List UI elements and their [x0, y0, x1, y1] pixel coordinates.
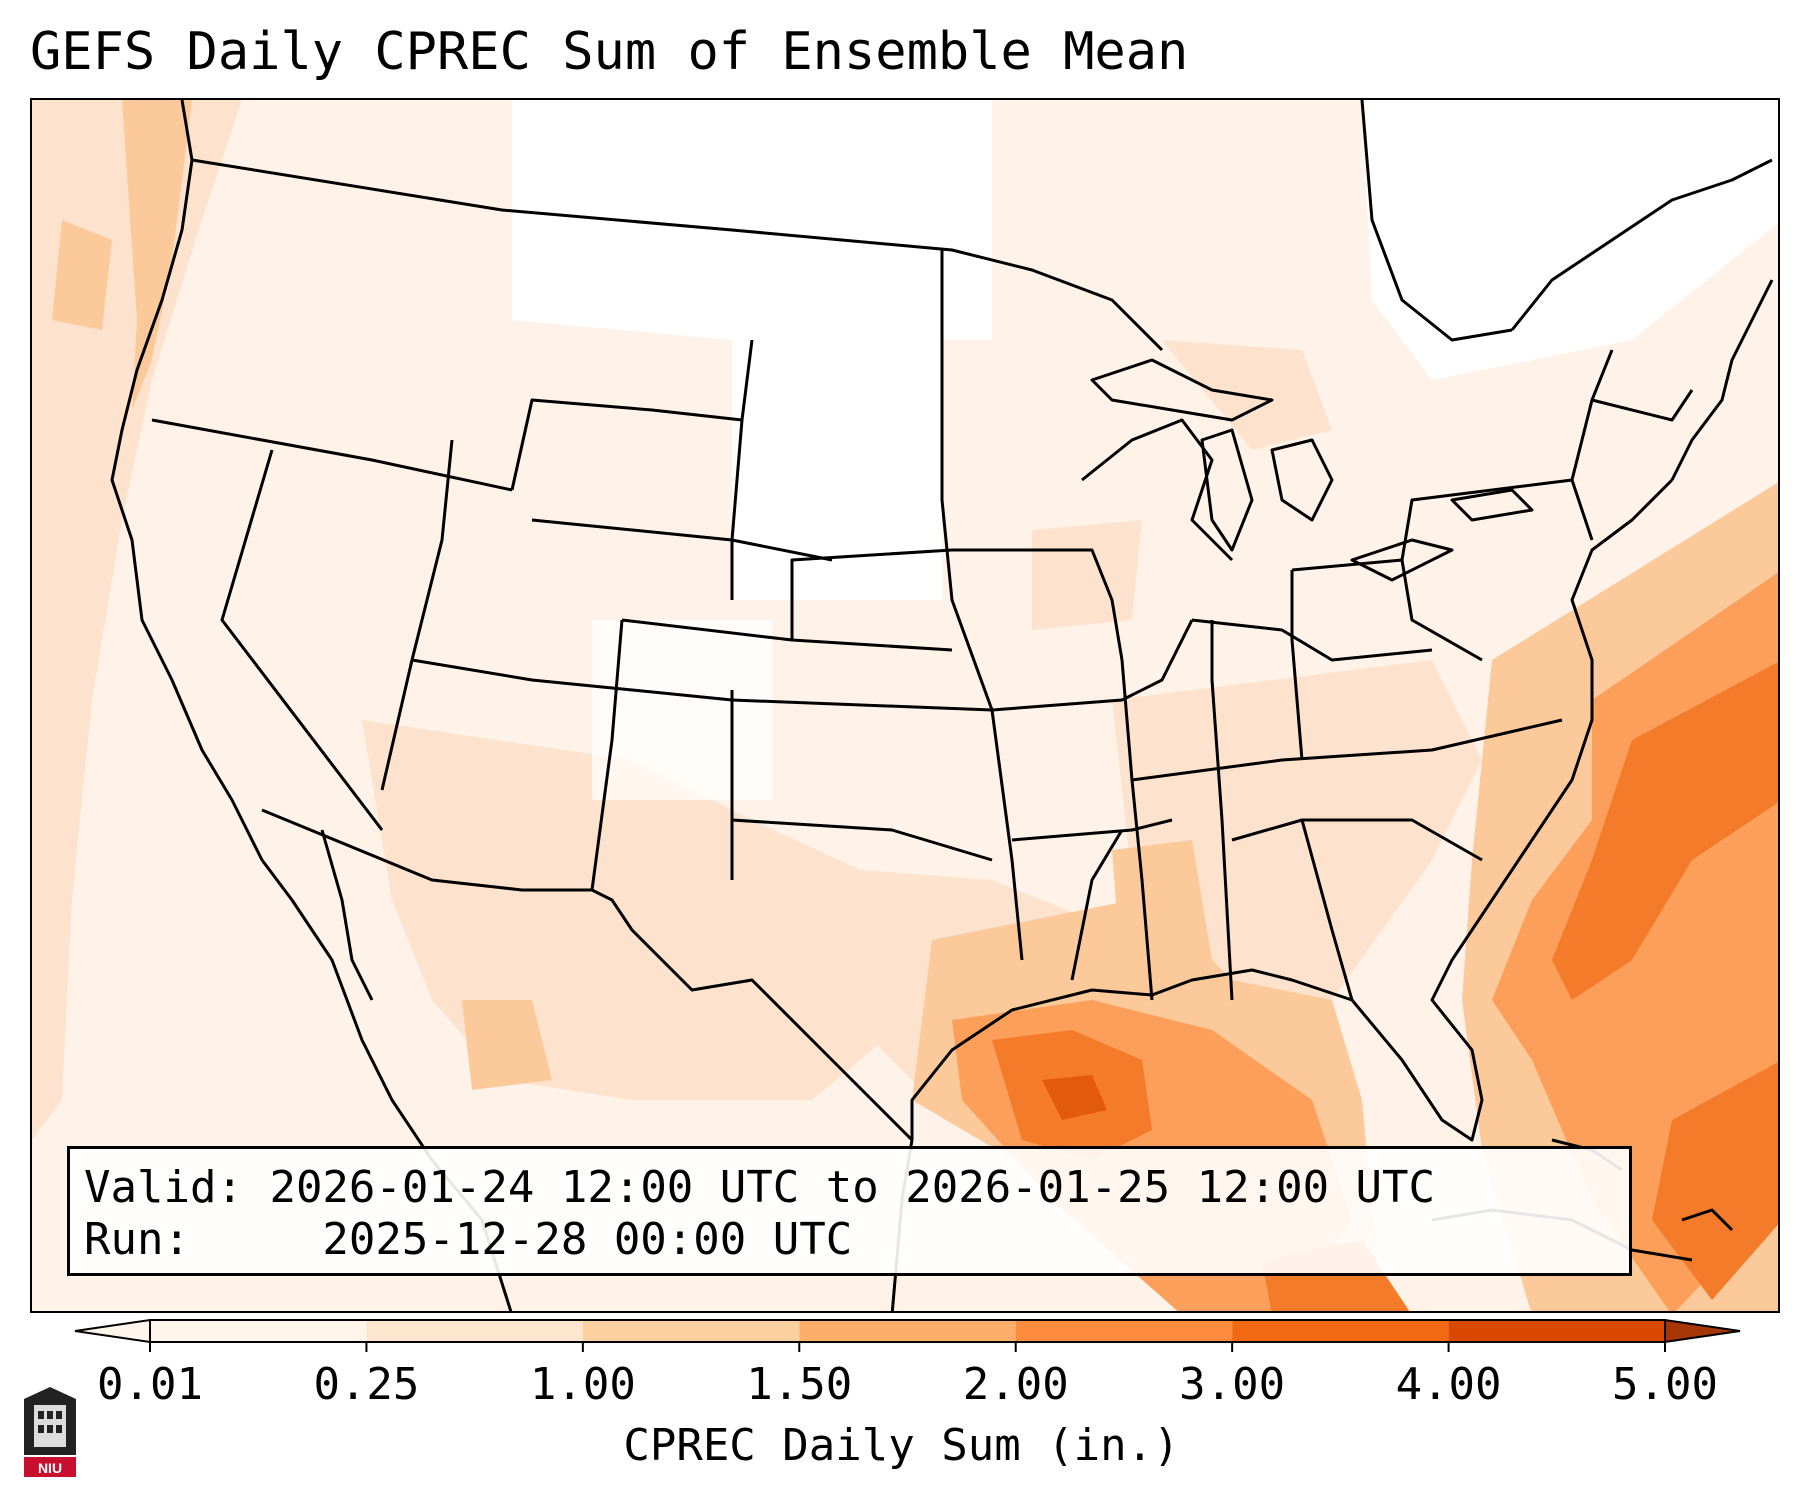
- state-borders: [110, 100, 1774, 1311]
- pacific-coast-band: [122, 100, 192, 410]
- colorbar-label: CPREC Daily Sum (in.): [623, 1420, 1180, 1471]
- run-value: 2025-12-28 00:00 UTC: [322, 1214, 853, 1265]
- colorbar-segment: [366, 1320, 583, 1342]
- valid-time-line: Valid: 2026-01-24 12:00 UTC to 2026-01-2…: [84, 1163, 1435, 1213]
- colorbar-segment: [1448, 1320, 1665, 1342]
- valid-label: Valid:: [84, 1162, 243, 1213]
- colorbar-tick-label: 5.00: [1612, 1359, 1718, 1410]
- run-time-line: Run: 2025-12-28 00:00 UTC: [84, 1215, 852, 1265]
- colorbar-tick-label: 2.00: [962, 1359, 1069, 1410]
- colorbar-outline: [149, 1319, 1666, 1343]
- colorbar-segment: [1015, 1320, 1233, 1342]
- run-info-box: Valid: 2026-01-24 12:00 UTC to 2026-01-2…: [67, 1146, 1632, 1276]
- colorbar-tick-label: 4.00: [1395, 1359, 1502, 1410]
- precipitation-map: [30, 98, 1780, 1313]
- run-label: Run:: [84, 1214, 190, 1265]
- colorbar-segment: [150, 1320, 367, 1342]
- colorbar-segment: [582, 1320, 800, 1342]
- colorbar-ticks: [149, 1342, 1666, 1352]
- pacific-shading: [32, 100, 242, 1140]
- precipitation-shading: [32, 100, 1778, 1311]
- map-canvas: [32, 100, 1778, 1311]
- northern-plains-white: [512, 100, 992, 340]
- colorbar-tick-label: 1.50: [746, 1359, 853, 1410]
- colorbar-extend-low: [74, 1318, 151, 1344]
- colorbar-segments: [74, 1318, 1741, 1344]
- map-title: GEFS Daily CPREC Sum of Ensemble Mean: [30, 22, 1189, 82]
- colorbar-tick-label: 3.00: [1179, 1359, 1286, 1410]
- logo-text: NIU: [38, 1460, 62, 1476]
- colorbar-tick-label: 1.00: [529, 1359, 636, 1410]
- colorbar-segment: [1232, 1320, 1449, 1342]
- gulf-extreme-core: [1042, 1075, 1107, 1120]
- colorbar-tick-label: 0.01: [97, 1359, 203, 1410]
- valid-value: 2026-01-24 12:00 UTC to 2026-01-25 12:00…: [269, 1162, 1436, 1213]
- colorbar-tick-label: 0.25: [313, 1359, 420, 1410]
- colorbar-extend-high: [1664, 1318, 1741, 1344]
- colorbar: [74, 1318, 1741, 1352]
- atlantic-heavy-band: [1552, 662, 1778, 1000]
- niu-logo: NIU: [24, 1387, 76, 1477]
- colorbar-segment: [799, 1320, 1016, 1342]
